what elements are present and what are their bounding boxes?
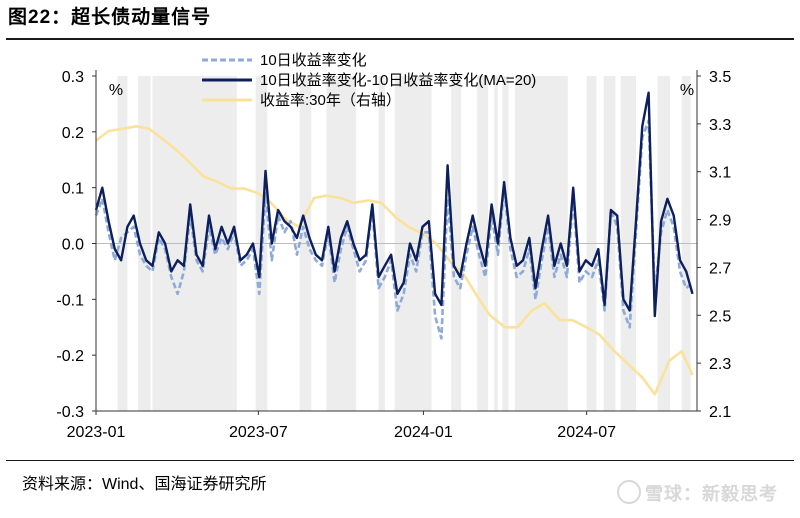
- y-left-tick-label: -0.1: [56, 292, 84, 309]
- y-right-tick-label: 3.5: [709, 69, 731, 86]
- x-tick-label: 2024-01: [394, 424, 453, 441]
- y-left-unit-label: %: [109, 82, 123, 99]
- watermark-text: 雪球：新毅思考: [645, 484, 778, 504]
- legend: 10日收益率变化 10日收益率变化-10日收益率变化(MA=20) 收益率:30年（…: [202, 52, 536, 109]
- legend-label-2: 收益率:30年（右轴）: [260, 92, 401, 109]
- y-right-tick-label: 3.3: [709, 117, 731, 134]
- watermark-logo-icon: [617, 480, 641, 504]
- series-lines: [94, 91, 694, 396]
- axes: -0.3 -0.2 -0.1 0.0 0.1 0.2 0.3 2.1 2.3 2.5 2.7 2.9 3…: [56, 69, 731, 441]
- legend-label-0: 10日收益率变化: [260, 52, 367, 69]
- x-tick-label: 2023-01: [67, 424, 126, 441]
- y-right-tick-label: 2.5: [709, 308, 731, 325]
- x-tick-label: 2023-07: [229, 424, 288, 441]
- y-left-tick-label: 0.0: [62, 237, 84, 254]
- x-tick-label: 2024-07: [557, 424, 616, 441]
- y-right-unit-label: %: [680, 82, 694, 99]
- source-note: 资料来源：Wind、国海证券研究所: [22, 476, 267, 493]
- y-left-tick-label: -0.2: [56, 348, 84, 365]
- figure-title: 图22：超长债动量信号: [8, 7, 212, 28]
- top-rule: [6, 38, 794, 40]
- series-line-2: [95, 125, 694, 396]
- series-line-1: [94, 91, 694, 318]
- y-left-tick-label: 0.3: [62, 69, 84, 86]
- y-right-tick-label: 2.1: [709, 404, 731, 421]
- y-right-tick-label: 2.9: [709, 213, 731, 230]
- y-left-tick-label: 0.2: [62, 125, 84, 142]
- watermark: 雪球：新毅思考: [617, 480, 778, 506]
- chart: -0.3 -0.2 -0.1 0.0 0.1 0.2 0.3 2.1 2.3 2.5 2.7 2.9 3…: [56, 52, 731, 441]
- y-left-tick-label: -0.3: [56, 404, 84, 421]
- y-right-tick-label: 3.1: [709, 165, 731, 182]
- y-right-tick-label: 2.7: [709, 260, 731, 277]
- bottom-rule: [6, 460, 794, 461]
- legend-label-1: 10日收益率变化-10日收益率变化(MA=20): [260, 72, 536, 89]
- y-left-tick-label: 0.1: [62, 181, 84, 198]
- y-right-tick-label: 2.3: [709, 356, 731, 373]
